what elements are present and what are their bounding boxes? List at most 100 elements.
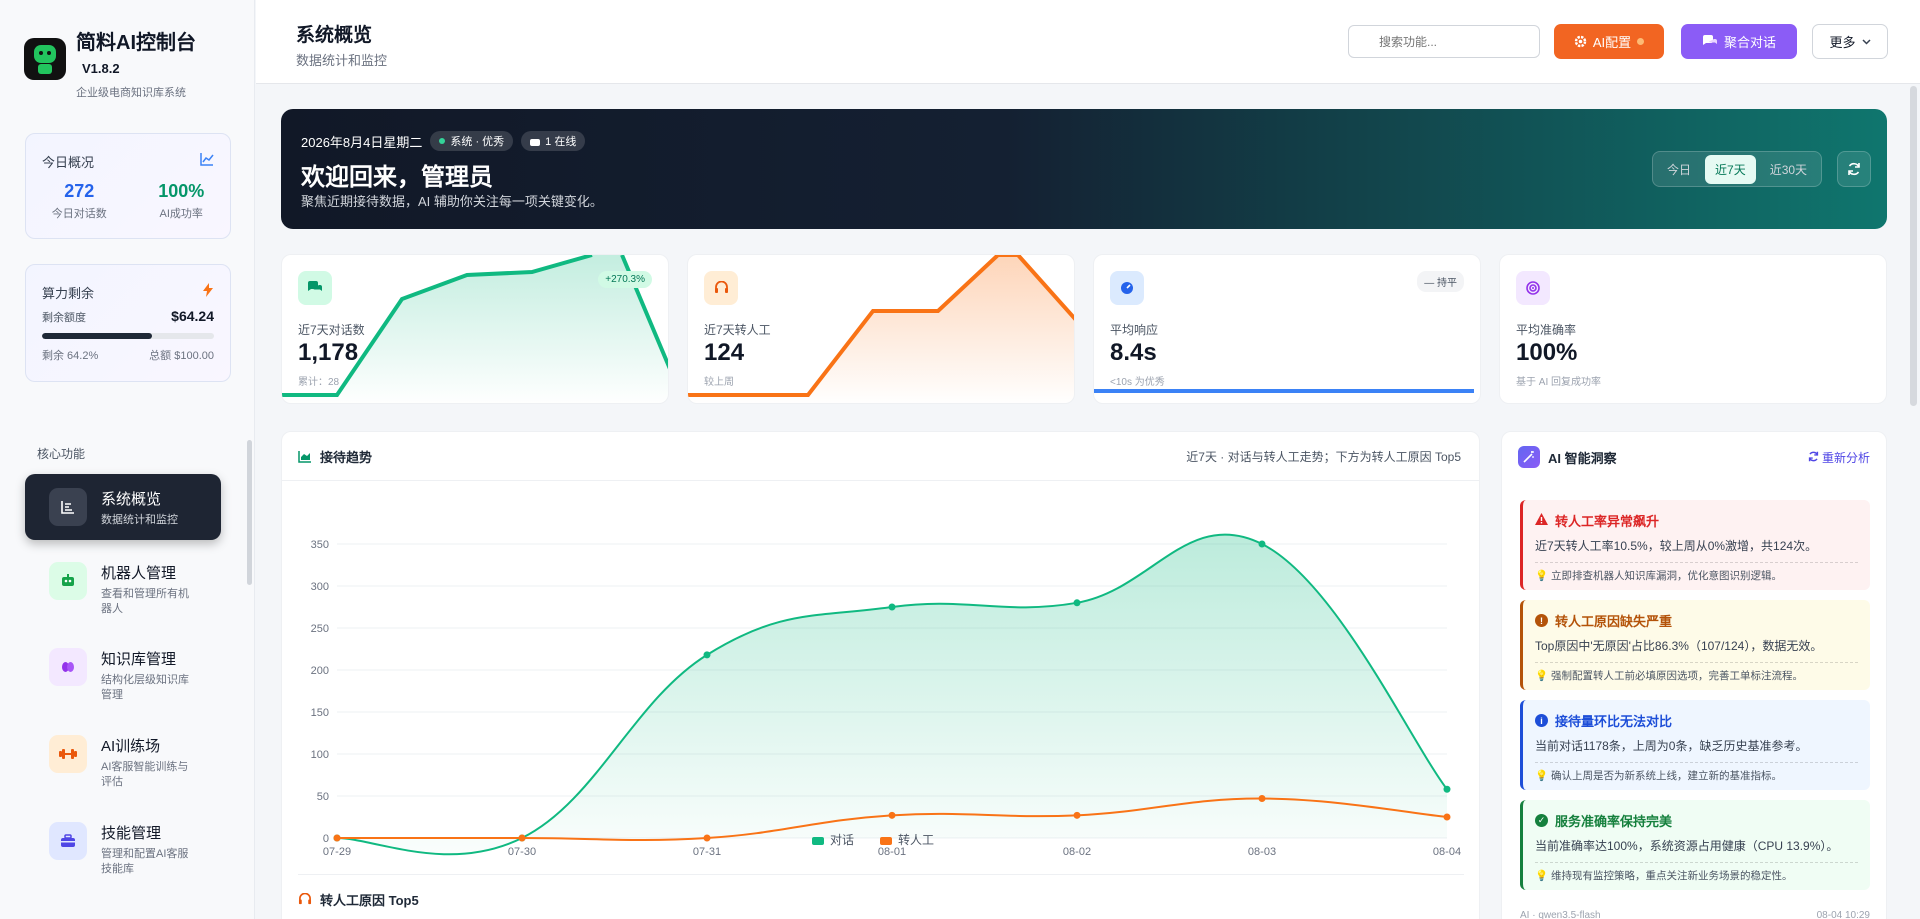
insight-item[interactable]: ! 转人工原因缺失严重 Top原因中'无原因'占比86.3%（107/124），数…	[1520, 600, 1870, 690]
reanalyze-button[interactable]: 重新分析	[1808, 449, 1870, 466]
nav-item-skills[interactable]: 技能管理管理和配置AI客服技能库	[25, 808, 221, 877]
y-tick-label: 50	[317, 791, 329, 803]
main-scrollbar[interactable]	[1910, 86, 1917, 406]
brand-title: 简料AI控制台	[76, 32, 196, 54]
today-title: 今日概况	[42, 155, 95, 170]
power-card: 算力剩余 剩余额度 $64.24 剩余 64.2% 总额 $100.00	[25, 264, 231, 382]
insight-item[interactable]: 转人工率异常飙升 近7天转人工率10.5%，较上周从0%激增，共124次。 💡 …	[1520, 500, 1870, 590]
data-point	[1443, 785, 1451, 793]
data-point	[518, 834, 526, 842]
data-point	[1073, 811, 1081, 819]
chat-bubbles-icon	[1702, 35, 1717, 45]
kpi-sub: 基于 AI 回复成功率	[1516, 377, 1602, 388]
nav-item-title: AI训练场	[101, 738, 161, 755]
range-7days[interactable]: 近7天	[1705, 154, 1756, 184]
refresh-button[interactable]	[1837, 151, 1871, 187]
kpi-sub: <10s 为优秀	[1110, 377, 1165, 388]
data-point	[333, 834, 341, 842]
kpi-value: 8.4s	[1110, 339, 1157, 366]
alert-circle-icon: !	[1535, 614, 1548, 627]
refresh-icon	[1848, 162, 1860, 176]
data-point	[1258, 795, 1266, 803]
transfer-sparkline	[688, 255, 1074, 403]
nav-item-training[interactable]: AI训练场 AI客服智能训练与评估	[25, 721, 221, 790]
welcome-banner: 2026年8月4日星期二 系统 · 优秀 1 在线 欢迎回来，管理员 聚焦近期接…	[281, 109, 1887, 229]
top-header: 系统概览 数据统计和监控 AI配置 聚合对话 更多	[256, 0, 1920, 84]
more-label: 更多	[1829, 35, 1856, 50]
y-tick-label: 0	[323, 833, 329, 845]
system-status-badge: 系统 · 优秀	[430, 131, 514, 151]
insight-desc: 当前对话1178条，上周为0条，缺乏历史基准参考。	[1535, 739, 1808, 753]
range-today[interactable]: 今日	[1667, 162, 1692, 177]
insight-item[interactable]: ✓ 服务准确率保持完美 当前准确率达100%，系统资源占用健康（CPU 13.9%…	[1520, 800, 1870, 890]
notification-dot	[1637, 38, 1645, 45]
insight-item[interactable]: i 接待量环比无法对比 当前对话1178条，上周为0条，缺乏历史基准参考。 💡 确…	[1520, 700, 1870, 790]
nav-item-title: 知识库管理	[101, 651, 177, 668]
robot-icon	[49, 562, 87, 600]
series-area	[337, 534, 1447, 855]
line-chart-icon	[200, 153, 214, 166]
today-success-value: 100%	[158, 181, 205, 201]
brand[interactable]: 简料AI控制台 V1.8.2 企业级电商知识库系统	[24, 26, 196, 100]
kpi-card-response: — 持平 平均响应 8.4s <10s 为优秀	[1093, 254, 1481, 404]
robot-icon	[530, 138, 541, 146]
x-tick-label: 07-30	[508, 846, 536, 858]
data-point	[703, 834, 711, 842]
page-subtitle: 数据统计和监控	[296, 53, 388, 68]
power-progress-bar	[42, 333, 214, 339]
analysis-time: 08-04 10:29	[1816, 910, 1870, 919]
aggregate-chat-label: 聚合对话	[1723, 35, 1776, 50]
kpi-label: 平均准确率	[1516, 323, 1577, 337]
trend-card: 接待趋势 近7天 · 对话与转人工走势；下方为转人工原因 Top5 0 50 100…	[281, 431, 1480, 919]
nav-item-knowledge[interactable]: 知识库管理结构化层级知识库管理	[25, 634, 221, 703]
range-30days[interactable]: 近30天	[1769, 162, 1808, 177]
y-tick-label: 200	[311, 665, 329, 677]
ai-config-label: AI配置	[1592, 35, 1632, 50]
nav-item-desc: 数据统计和监控	[101, 514, 178, 526]
nav-item-robots[interactable]: 机器人管理 查看和管理所有机器人	[25, 548, 221, 617]
data-point	[703, 651, 711, 659]
legend-item-dialogs[interactable]: 对话	[812, 831, 854, 848]
y-tick-label: 250	[311, 623, 329, 635]
x-tick-label: 07-29	[323, 846, 351, 858]
lightbulb-icon: 💡	[1535, 570, 1551, 582]
search-input[interactable]	[1348, 25, 1540, 58]
lightbulb-icon: 💡	[1535, 870, 1551, 882]
speedometer-icon	[1110, 271, 1144, 305]
nav-item-desc: 管理和配置AI客服技能库	[101, 848, 189, 875]
insight-tip: 💡 强制配置转人工前必填原因选项，完善工单标注流程。	[1535, 662, 1858, 683]
more-dropdown[interactable]: 更多	[1812, 24, 1888, 59]
nav-item-desc: 结构化层级知识库管理	[101, 674, 189, 701]
headset-icon	[298, 893, 312, 905]
aggregate-chat-button[interactable]: 聚合对话	[1681, 24, 1797, 59]
response-baseline	[1094, 389, 1474, 393]
insight-desc: 当前准确率达100%，系统资源占用健康（CPU 13.9%）。	[1535, 839, 1839, 853]
top5-title: 转人工原因 Top5	[320, 893, 419, 908]
nav-item-title: 机器人管理	[101, 565, 177, 582]
chat-icon	[298, 271, 332, 305]
x-tick-label: 08-02	[1063, 846, 1091, 858]
sidebar-scrollbar[interactable]	[247, 440, 252, 585]
lightning-icon	[203, 283, 213, 297]
kpi-value: 1,178	[298, 339, 359, 366]
brain-icon	[49, 648, 87, 686]
warning-icon	[1535, 513, 1548, 528]
nav-item-title: 技能管理	[101, 825, 162, 842]
insight-tip: 💡 立即排查机器人知识库漏洞，优化意图识别逻辑。	[1535, 562, 1858, 583]
data-point	[888, 603, 896, 611]
ai-config-button[interactable]: AI配置	[1554, 24, 1664, 59]
kpi-value: 124	[704, 339, 745, 366]
x-tick-label: 08-01	[878, 846, 906, 858]
ai-insights-card: AI 智能洞察 重新分析 转人工率异常飙升 近7天转人工率10.5%，较上周从0…	[1501, 431, 1887, 919]
nav-item-overview[interactable]: 系统概览 数据统计和监控	[25, 474, 221, 540]
brand-version: V1.8.2	[82, 61, 120, 76]
y-tick-label: 350	[311, 539, 329, 551]
lightbulb-icon: 💡	[1535, 770, 1551, 782]
trend-badge: — 持平	[1417, 271, 1464, 292]
y-tick-label: 100	[311, 749, 329, 761]
data-point	[1443, 813, 1451, 821]
legend-item-transfer[interactable]: 转人工	[880, 831, 934, 848]
today-success-label: AI成功率	[159, 208, 203, 220]
today-dialogs-value: 272	[64, 181, 95, 201]
x-tick-label: 07-31	[693, 846, 721, 858]
